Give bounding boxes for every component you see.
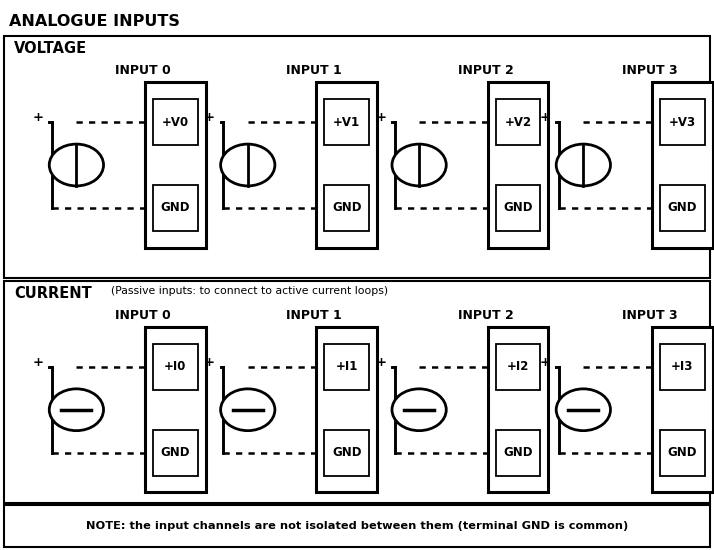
Text: INPUT 1: INPUT 1 [286, 309, 342, 322]
Text: +I3: +I3 [671, 360, 693, 373]
Text: +V3: +V3 [669, 116, 695, 129]
Bar [496, 99, 540, 145]
Bar [324, 185, 369, 231]
Text: +: + [375, 111, 386, 124]
Text: +: + [375, 356, 386, 369]
Text: +: + [539, 356, 550, 369]
Text: +I0: +I0 [164, 360, 186, 373]
Circle shape [221, 389, 275, 431]
Text: +V0: +V0 [162, 116, 188, 129]
Text: GND: GND [332, 446, 361, 459]
Circle shape [392, 144, 446, 186]
Bar [496, 430, 540, 476]
Circle shape [221, 144, 275, 186]
Text: +: + [32, 356, 44, 369]
Text: INPUT 2: INPUT 2 [458, 64, 513, 77]
Bar [488, 82, 548, 248]
Bar [652, 82, 713, 248]
Bar [4, 36, 710, 278]
Bar [4, 280, 710, 503]
Text: GND: GND [668, 201, 697, 214]
Circle shape [556, 144, 610, 186]
Bar [324, 99, 369, 145]
Bar [660, 185, 705, 231]
Bar [652, 327, 713, 492]
Text: GND: GND [161, 446, 190, 459]
Bar [316, 82, 377, 248]
Circle shape [49, 144, 104, 186]
Bar [153, 344, 198, 390]
Text: GND: GND [161, 201, 190, 214]
Bar [316, 327, 377, 492]
Bar [496, 344, 540, 390]
Text: GND: GND [503, 446, 533, 459]
Text: GND: GND [668, 446, 697, 459]
Bar [4, 505, 710, 547]
Text: +V2: +V2 [505, 116, 531, 129]
Text: ANALOGUE INPUTS: ANALOGUE INPUTS [9, 14, 179, 29]
Text: INPUT 0: INPUT 0 [115, 64, 171, 77]
Bar [153, 99, 198, 145]
Text: +: + [539, 111, 550, 124]
Bar [153, 185, 198, 231]
Bar [145, 327, 206, 492]
Text: +: + [203, 356, 215, 369]
Text: VOLTAGE: VOLTAGE [14, 41, 87, 56]
Text: INPUT 1: INPUT 1 [286, 64, 342, 77]
Bar [496, 185, 540, 231]
Text: (Passive inputs: to connect to active current loops): (Passive inputs: to connect to active cu… [111, 286, 388, 296]
Text: GND: GND [503, 201, 533, 214]
Bar [660, 430, 705, 476]
Bar [488, 327, 548, 492]
Text: +: + [32, 111, 44, 124]
Bar [324, 430, 369, 476]
Text: +I2: +I2 [507, 360, 529, 373]
Text: +: + [203, 111, 215, 124]
Bar [145, 82, 206, 248]
Circle shape [392, 389, 446, 431]
Text: INPUT 3: INPUT 3 [622, 64, 678, 77]
Text: INPUT 0: INPUT 0 [115, 309, 171, 322]
Text: INPUT 2: INPUT 2 [458, 309, 513, 322]
Bar [660, 99, 705, 145]
Text: CURRENT: CURRENT [14, 286, 92, 301]
Bar [153, 430, 198, 476]
Text: +V1: +V1 [333, 116, 360, 129]
Circle shape [49, 389, 104, 431]
Text: NOTE: the input channels are not isolated between them (terminal GND is common): NOTE: the input channels are not isolate… [86, 521, 628, 531]
Text: INPUT 3: INPUT 3 [622, 309, 678, 322]
Text: +I1: +I1 [336, 360, 358, 373]
Bar [324, 344, 369, 390]
Text: GND: GND [332, 201, 361, 214]
Circle shape [556, 389, 610, 431]
Bar [660, 344, 705, 390]
